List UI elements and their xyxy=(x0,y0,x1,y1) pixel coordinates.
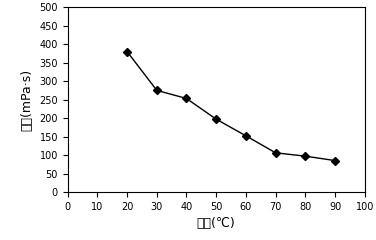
X-axis label: 温度(℃): 温度(℃) xyxy=(197,217,236,230)
Y-axis label: 粘度(mPa·s): 粘度(mPa·s) xyxy=(21,69,34,131)
